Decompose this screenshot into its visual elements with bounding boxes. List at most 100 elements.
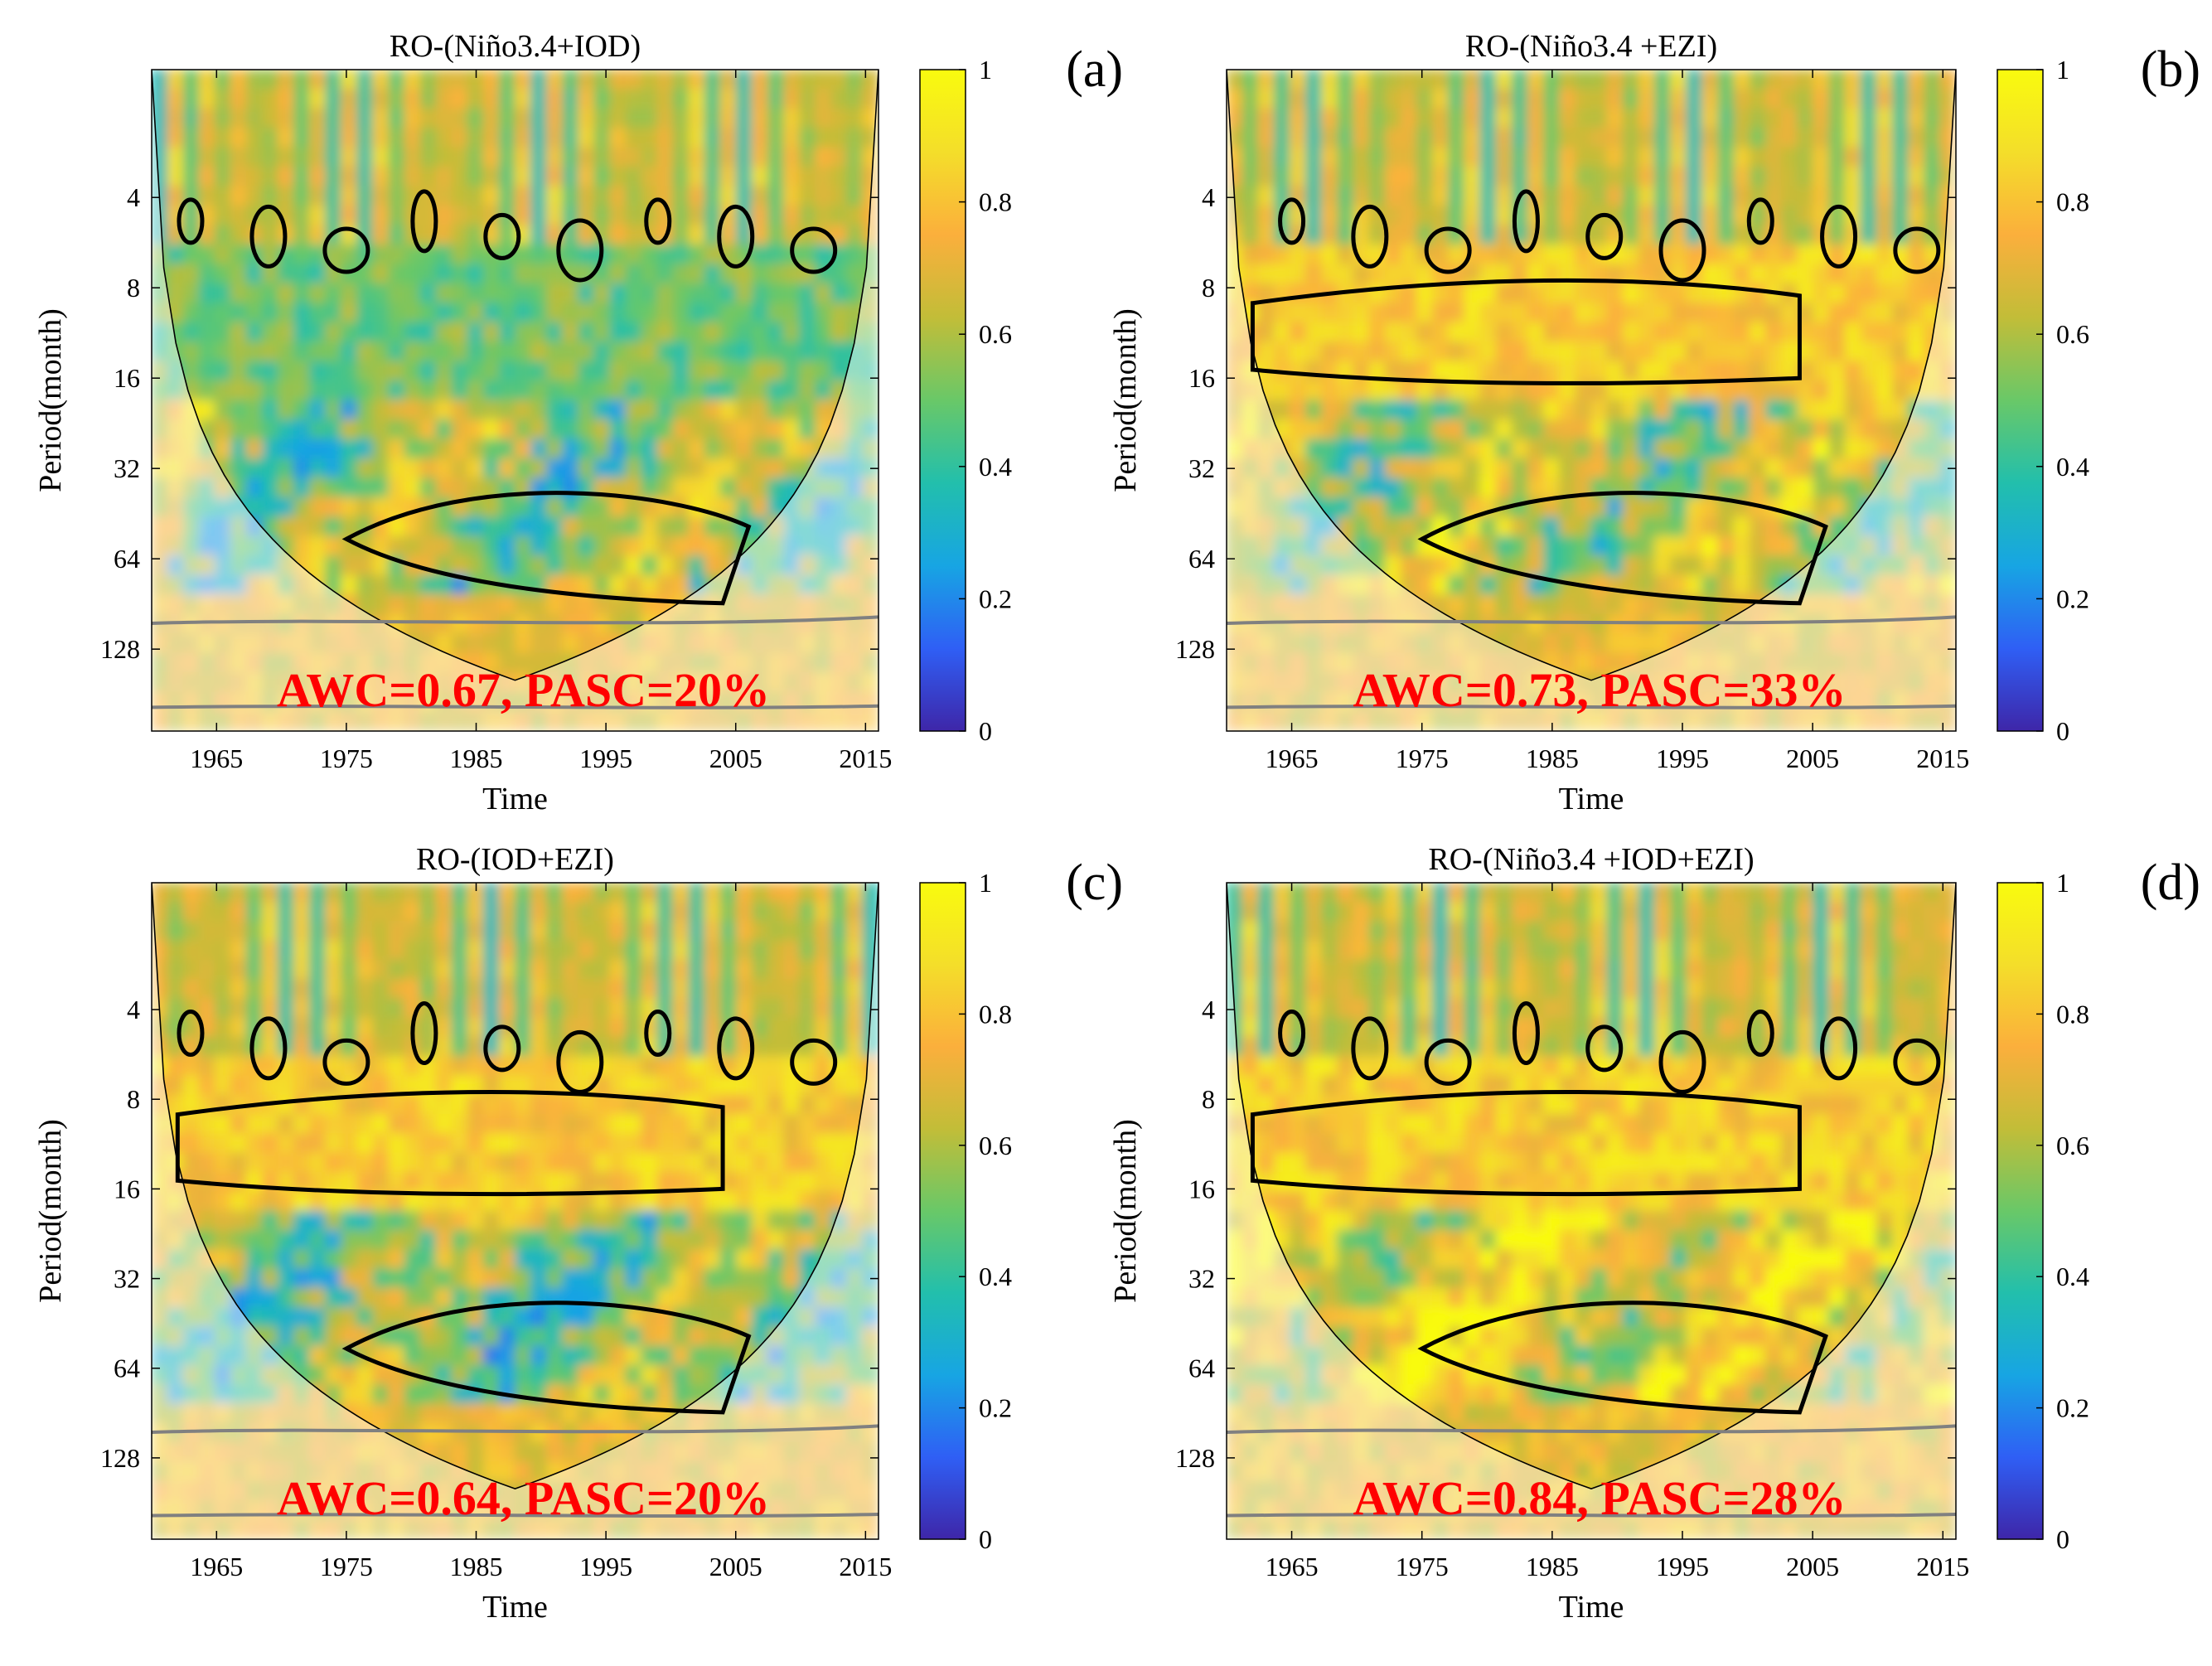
- cone-of-influence-line: [1227, 883, 1956, 1489]
- significance-contour: [644, 197, 672, 245]
- y-tick-label: 128: [100, 1443, 140, 1473]
- significance-contour: [322, 1038, 370, 1086]
- axes-frame: [1226, 69, 1957, 732]
- colorbar-tick-label: 0.4: [979, 1262, 1012, 1291]
- outside-cone-contour: [152, 704, 879, 710]
- significance-contours: [1227, 1001, 1956, 1518]
- significance-contour: [1820, 204, 1858, 269]
- cone-of-influence-shade: [152, 883, 879, 1539]
- colorbar-tick-label: 0.2: [2056, 584, 2089, 613]
- panel-letter: (d): [2141, 855, 2200, 911]
- colorbar-tick-label: 0.8: [979, 999, 1012, 1029]
- significance-contour: [341, 1300, 752, 1415]
- y-axis-label: Period(month): [33, 308, 68, 492]
- coherence-field: [152, 883, 879, 1539]
- y-tick-label: 64: [114, 1354, 140, 1383]
- colorbar-tick-label: 0.4: [979, 452, 1012, 482]
- significance-contour: [717, 1016, 755, 1081]
- significance-contour: [322, 226, 370, 274]
- x-tick-label: 1965: [190, 1552, 243, 1581]
- significance-contour: [410, 1001, 438, 1066]
- colorbar-tick-label: 0.6: [2056, 319, 2089, 349]
- colorbar-tick-label: 0.2: [979, 1393, 1012, 1423]
- significance-contour: [1658, 218, 1706, 283]
- cone-of-influence-shade: [1227, 883, 1956, 1539]
- x-tick-label: 1995: [1656, 1552, 1709, 1581]
- axes-frame: [151, 69, 879, 732]
- significance-contour: [1893, 1038, 1941, 1086]
- significance-contours: [1227, 189, 1956, 710]
- cone-of-influence-shade: [1227, 70, 1956, 731]
- x-tick-label: 2005: [709, 1552, 762, 1581]
- significance-contour: [1417, 491, 1828, 606]
- panel-title: RO-(Niño3.4 +IOD+EZI): [1428, 842, 1754, 877]
- x-tick-label: 2005: [1786, 1552, 1839, 1581]
- significance-contour: [1512, 1001, 1540, 1066]
- significance-contour: [1585, 1024, 1624, 1073]
- y-axis-label: Period(month): [1108, 308, 1143, 492]
- cone-of-influence-line: [152, 883, 879, 1489]
- coherence-field: [152, 70, 879, 731]
- significance-contour: [177, 197, 205, 245]
- y-tick-label: 64: [114, 544, 140, 574]
- x-tick-label: 2015: [839, 1552, 892, 1581]
- x-tick-label: 1965: [190, 743, 243, 773]
- x-tick-label: 1975: [1396, 1552, 1449, 1581]
- awc-pasc-annotation: AWC=0.67, PASC=20%: [277, 663, 770, 717]
- colorbar-tick-label: 0: [2056, 1524, 2069, 1554]
- panel-b: 1965 1975 1985 1995 2005 2015 4 8 16 32 64 128 RO-(N…: [1108, 29, 2200, 816]
- y-tick-label: 8: [1202, 1084, 1215, 1114]
- colorbar: [1997, 69, 2044, 732]
- y-tick-label: 128: [1175, 1443, 1215, 1473]
- significance-contour: [1746, 197, 1774, 245]
- significance-contour: [1820, 1016, 1858, 1081]
- significance-contour: [1512, 189, 1540, 254]
- colorbar-tick-label: 0.2: [979, 584, 1012, 613]
- significance-contours: [152, 189, 879, 710]
- colorbar-tick-label: 0.8: [2056, 999, 2089, 1029]
- cone-of-influence-line: [152, 70, 879, 681]
- colorbar-tick-label: 0: [979, 716, 992, 746]
- significance-contour: [556, 218, 604, 283]
- panel-title: RO-(Niño3.4 +EZI): [1465, 29, 1717, 64]
- colorbar-tick-label: 0.2: [2056, 1393, 2089, 1423]
- x-tick-label: 1995: [1656, 743, 1709, 773]
- significance-contour: [341, 491, 752, 606]
- outside-cone-contour: [1227, 1424, 1956, 1434]
- coherence-field: [1227, 883, 1956, 1539]
- awc-pasc-annotation: AWC=0.73, PASC=33%: [1353, 663, 1846, 717]
- x-tick-label: 1985: [450, 743, 503, 773]
- y-tick-label: 32: [114, 453, 140, 483]
- panel-d: 1965 1975 1985 1995 2005 2015 4 8 16 32 64 128 RO-(N…: [1108, 842, 2200, 1625]
- colorbar-tick-label: 1: [2056, 55, 2069, 85]
- significance-contour: [790, 1038, 838, 1086]
- x-tick-label: 2015: [1916, 743, 1969, 773]
- colorbar-tick-label: 0.6: [979, 1131, 1012, 1160]
- y-tick-label: 32: [1188, 453, 1215, 483]
- y-tick-label: 8: [1202, 273, 1215, 303]
- colorbar-tick-label: 0.4: [2056, 1262, 2089, 1291]
- x-tick-label: 2015: [839, 743, 892, 773]
- significance-contour: [410, 189, 438, 254]
- colorbar-tick-label: 0.4: [2056, 452, 2089, 482]
- y-tick-label: 8: [127, 1084, 140, 1114]
- cone-of-influence-line: [1227, 70, 1956, 681]
- y-tick-label: 16: [1188, 1174, 1215, 1203]
- outside-cone-contour: [1227, 615, 1956, 626]
- significance-contour: [483, 212, 521, 260]
- x-tick-label: 1985: [1526, 1552, 1579, 1581]
- significance-contour: [1658, 1029, 1706, 1094]
- x-tick-label: 2015: [1916, 1552, 1969, 1581]
- panel-letter: (a): [1066, 41, 1123, 98]
- colorbar: [919, 69, 966, 732]
- outside-cone-contour: [1227, 1512, 1956, 1518]
- y-tick-label: 64: [1188, 1354, 1215, 1383]
- significance-contour: [717, 204, 755, 269]
- colorbar-tick-label: 0: [2056, 716, 2069, 746]
- significance-contour: [249, 1016, 288, 1081]
- colorbar: [1997, 882, 2044, 1540]
- y-axis-label: Period(month): [33, 1119, 68, 1303]
- y-tick-label: 64: [1188, 544, 1215, 574]
- outside-cone-contour: [152, 1424, 879, 1434]
- y-axis-label: Period(month): [1108, 1119, 1143, 1303]
